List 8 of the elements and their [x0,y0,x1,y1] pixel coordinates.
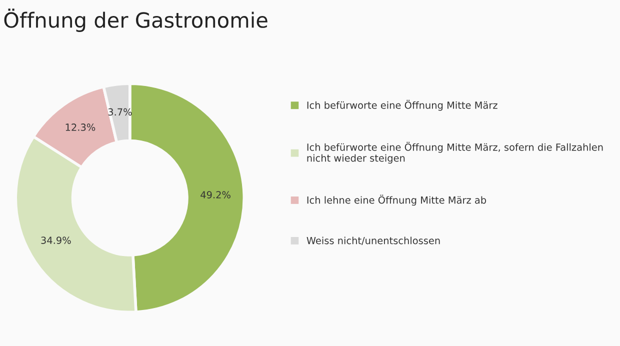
data-label: 12.3% [66,124,96,131]
legend-label: Ich befürworte eine Öffnung Mitte März [307,100,498,111]
legend-label: Weiss nicht/unentschlossen [306,236,440,246]
legend-label: Ich befürworte eine Öffnung Mitte März, sofern die Fallzahlen nicht wieder steigen [307,142,603,164]
data-label: 49.2% [200,191,230,198]
legend-label: Ich lehne eine Öffnung Mitte März ab [307,194,486,206]
data-label: 34.9% [41,236,71,244]
chart-title: Öffnung der Gastronomie [4,8,268,32]
